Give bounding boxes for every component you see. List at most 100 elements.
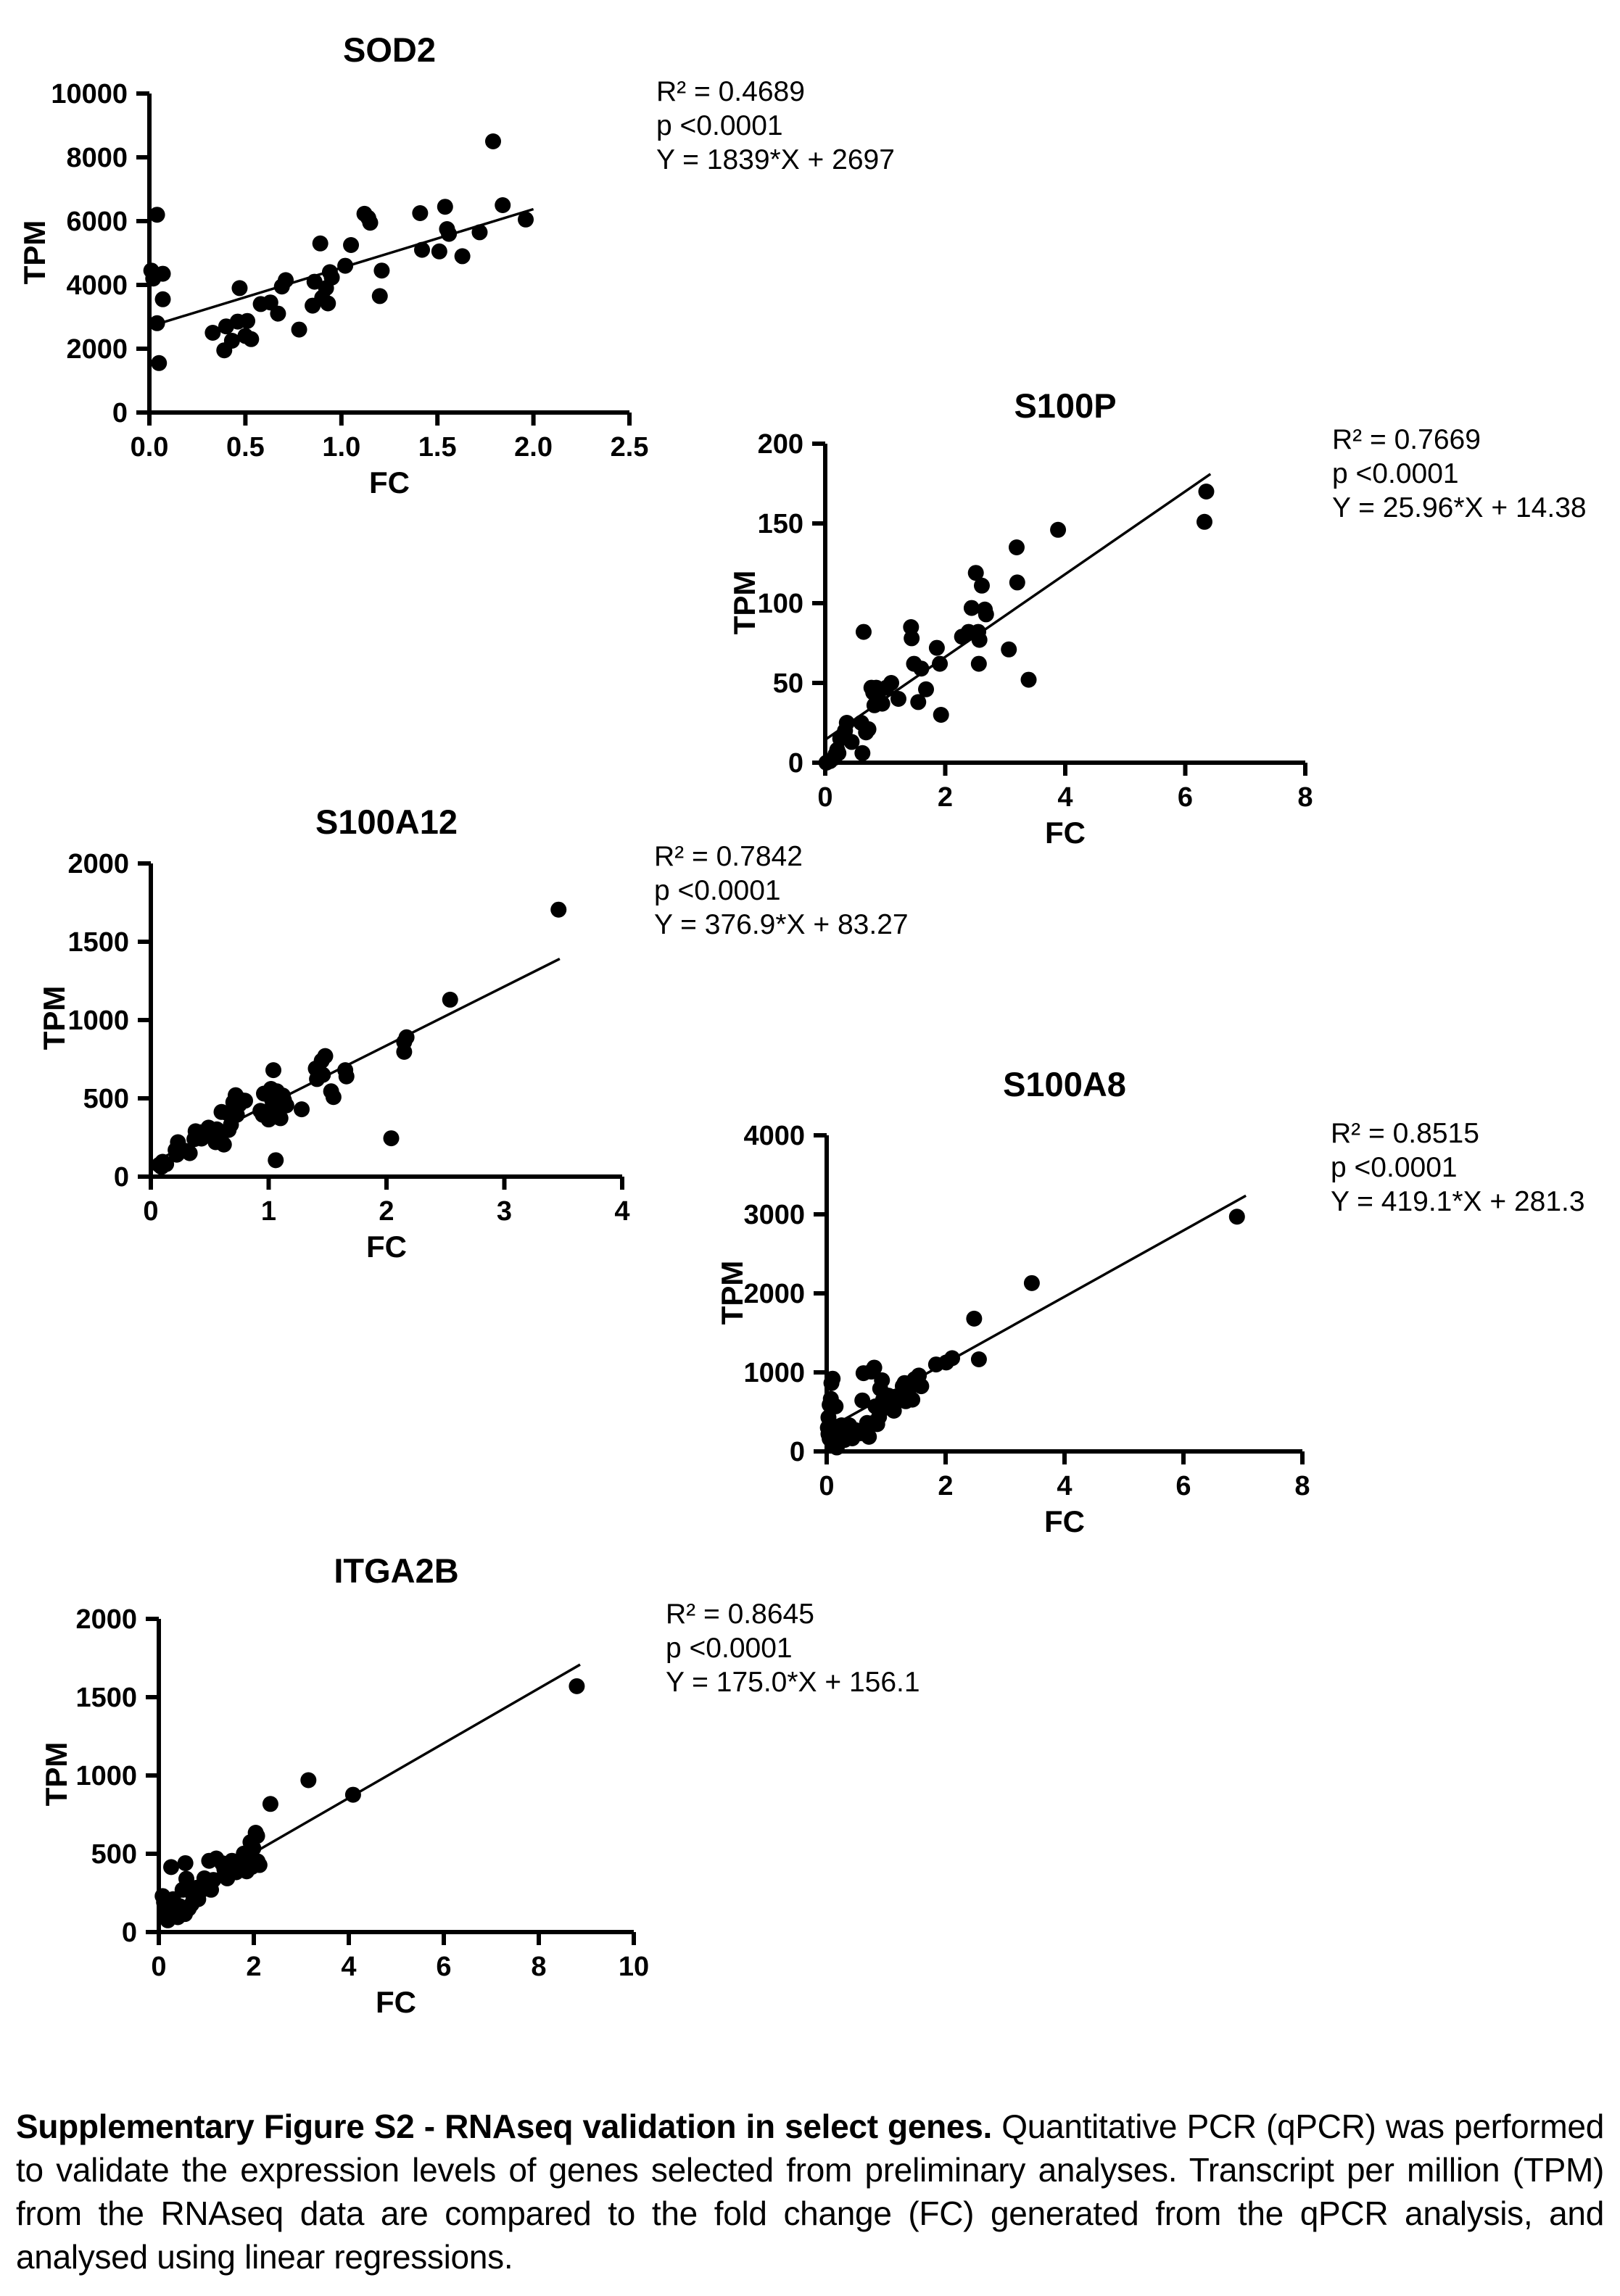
data-point xyxy=(1198,484,1215,500)
x-tick-label: 4 xyxy=(1057,1471,1072,1501)
data-point xyxy=(154,265,171,282)
data-point xyxy=(933,707,949,723)
data-point xyxy=(181,1145,198,1161)
data-point xyxy=(373,262,390,279)
data-point xyxy=(1050,521,1067,538)
data-point xyxy=(1009,574,1025,591)
data-point xyxy=(251,1857,268,1873)
data-point xyxy=(231,280,248,297)
data-point xyxy=(205,1872,222,1889)
stats-r2: R² = 0.4689 xyxy=(656,76,805,107)
stats-p: p <0.0001 xyxy=(1331,1152,1458,1183)
chart-title-s100p: S100P xyxy=(1014,386,1117,425)
x-tick-label: 4 xyxy=(1057,782,1073,813)
data-point xyxy=(966,1310,983,1327)
data-point xyxy=(362,215,379,231)
chart-title-itga2b: ITGA2B xyxy=(334,1551,459,1590)
data-point xyxy=(904,630,920,647)
data-point xyxy=(312,235,328,252)
x-tick-label: 6 xyxy=(1175,1471,1191,1501)
stats-equation: Y = 419.1*X + 281.3 xyxy=(1331,1186,1585,1217)
chart-title-s100a12: S100A12 xyxy=(315,803,458,841)
x-tick-label: 2 xyxy=(379,1196,394,1227)
data-point xyxy=(973,577,990,594)
y-tick-label: 1000 xyxy=(743,1358,805,1388)
y-tick-label: 1500 xyxy=(75,1683,137,1713)
data-point xyxy=(338,1068,355,1085)
data-point xyxy=(550,901,567,918)
chart-s100a12: 0 500 1000 1500 2000 0 1 2 3 4 xyxy=(67,849,629,1227)
data-point xyxy=(265,1062,281,1079)
data-point xyxy=(243,331,260,347)
regression-line xyxy=(825,473,1212,740)
y-tick-label: 100 xyxy=(758,589,803,619)
data-point xyxy=(239,312,256,329)
data-point xyxy=(861,1428,877,1445)
data-point xyxy=(300,1772,317,1789)
x-tick-label: 2.0 xyxy=(514,432,553,463)
data-point xyxy=(928,639,945,656)
data-point xyxy=(343,237,360,253)
x-tick-label: 0 xyxy=(151,1952,166,1982)
x-tick-label: 0.5 xyxy=(226,432,265,463)
data-point xyxy=(396,1043,413,1060)
data-point xyxy=(890,691,906,707)
stats-p: p <0.0001 xyxy=(656,110,783,141)
x-axis-label-itga2b: FC xyxy=(376,1985,416,2019)
stats-r2: R² = 0.8515 xyxy=(1331,1118,1479,1149)
data-point xyxy=(215,1136,232,1153)
data-point xyxy=(323,269,340,286)
stats-s100p: R² = 0.7669 p <0.0001 Y = 25.96*X + 14.3… xyxy=(1332,423,1587,525)
stats-p: p <0.0001 xyxy=(1332,458,1459,489)
chart-s100p: 0 50 100 150 200 0 2 4 6 8 xyxy=(758,429,1313,813)
data-point xyxy=(1228,1209,1245,1225)
y-axis-label-sod2: TPM xyxy=(17,220,51,285)
y-tick-label: 200 xyxy=(758,429,803,460)
x-tick-label: 0 xyxy=(817,782,832,813)
data-point xyxy=(149,207,165,223)
data-point xyxy=(262,1796,278,1812)
x-tick-label: 8 xyxy=(531,1952,546,1982)
data-point xyxy=(454,248,471,265)
data-point xyxy=(918,681,935,697)
data-point xyxy=(855,623,872,640)
data-point xyxy=(268,1152,284,1169)
stats-r2: R² = 0.7669 xyxy=(1332,424,1481,455)
y-axis-label-s100p: TPM xyxy=(727,570,761,635)
data-point xyxy=(245,1840,262,1857)
x-tick-label: 2 xyxy=(938,1471,953,1501)
data-point xyxy=(337,257,354,274)
x-tick-label: 4 xyxy=(341,1952,356,1982)
data-point xyxy=(398,1029,415,1045)
data-point xyxy=(441,225,458,242)
y-tick-label: 50 xyxy=(773,668,803,699)
y-tick-label: 10000 xyxy=(51,79,128,109)
figure-caption: Supplementary Figure S2 - RNAseq validat… xyxy=(16,2105,1604,2279)
data-point xyxy=(978,606,994,623)
data-point xyxy=(913,1378,930,1395)
y-tick-label: 500 xyxy=(83,1084,129,1114)
data-point xyxy=(291,321,307,338)
x-tick-label: 8 xyxy=(1297,782,1313,813)
y-tick-label: 8000 xyxy=(66,143,128,173)
stats-equation: Y = 25.96*X + 14.38 xyxy=(1332,492,1587,523)
caption-title: Supplementary Figure S2 - RNAseq validat… xyxy=(16,2108,992,2145)
y-tick-label: 2000 xyxy=(66,334,128,365)
y-tick-label: 1000 xyxy=(75,1761,137,1791)
data-point xyxy=(294,1101,310,1118)
y-tick-label: 2000 xyxy=(743,1279,805,1309)
chart-title-s100a8: S100A8 xyxy=(1003,1065,1126,1103)
x-tick-label: 10 xyxy=(619,1952,649,1982)
y-tick-label: 4000 xyxy=(743,1121,805,1151)
stats-r2: R² = 0.8645 xyxy=(666,1599,814,1630)
data-point xyxy=(874,695,890,712)
stats-s100a8: R² = 0.8515 p <0.0001 Y = 419.1*X + 281.… xyxy=(1331,1116,1585,1219)
data-point xyxy=(971,631,988,648)
stats-itga2b: R² = 0.8645 p <0.0001 Y = 175.0*X + 156.… xyxy=(666,1597,920,1699)
data-point xyxy=(830,745,847,761)
data-point xyxy=(885,1402,902,1419)
data-point xyxy=(1001,641,1017,658)
stats-r2: R² = 0.7842 xyxy=(654,841,803,872)
data-point xyxy=(967,565,984,581)
